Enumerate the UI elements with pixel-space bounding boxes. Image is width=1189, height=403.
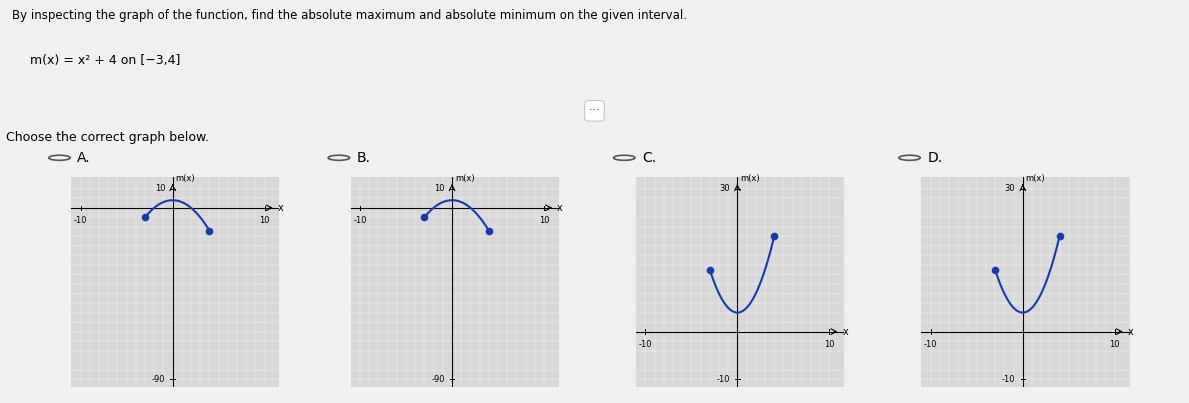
Text: -10: -10 xyxy=(717,375,730,384)
Text: A.: A. xyxy=(77,151,90,165)
Text: 10: 10 xyxy=(259,216,270,225)
Text: x: x xyxy=(556,203,562,213)
Text: -10: -10 xyxy=(74,216,87,225)
Text: m(x): m(x) xyxy=(740,174,760,183)
Text: 10: 10 xyxy=(434,184,445,193)
Text: m(x): m(x) xyxy=(454,174,474,183)
Text: -90: -90 xyxy=(152,375,165,384)
Text: D.: D. xyxy=(927,151,943,165)
Text: m(x): m(x) xyxy=(175,174,195,183)
Text: -90: -90 xyxy=(432,375,445,384)
Text: -10: -10 xyxy=(638,340,652,349)
Text: 10: 10 xyxy=(1109,340,1120,349)
Text: 30: 30 xyxy=(719,184,730,193)
Text: 10: 10 xyxy=(824,340,835,349)
Text: -10: -10 xyxy=(924,340,937,349)
Text: x: x xyxy=(1127,327,1133,337)
Text: By inspecting the graph of the function, find the absolute maximum and absolute : By inspecting the graph of the function,… xyxy=(12,9,687,22)
Text: ···: ··· xyxy=(589,104,600,117)
Text: x: x xyxy=(842,327,848,337)
Text: 30: 30 xyxy=(1005,184,1015,193)
Text: m(x) = x² + 4 on [−3,4]: m(x) = x² + 4 on [−3,4] xyxy=(30,54,180,67)
Text: -10: -10 xyxy=(1002,375,1015,384)
Text: -10: -10 xyxy=(353,216,366,225)
Text: C.: C. xyxy=(642,151,656,165)
Text: 10: 10 xyxy=(539,216,549,225)
Text: m(x): m(x) xyxy=(1025,174,1045,183)
Text: x: x xyxy=(277,203,283,213)
Text: Choose the correct graph below.: Choose the correct graph below. xyxy=(6,131,209,143)
Text: 10: 10 xyxy=(155,184,165,193)
Text: B.: B. xyxy=(357,151,371,165)
